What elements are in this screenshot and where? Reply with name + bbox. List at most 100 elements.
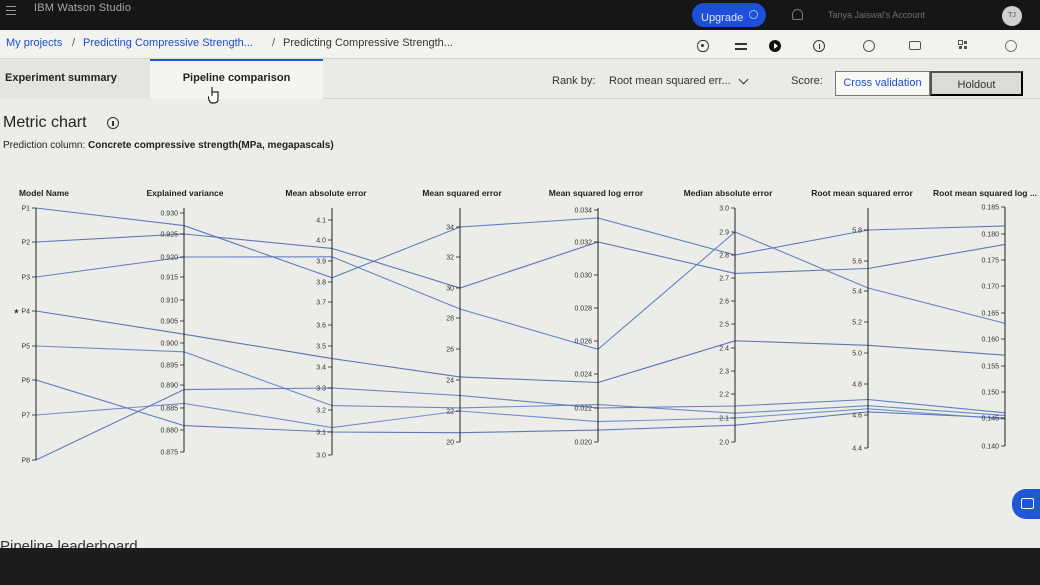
tick-label: 0.920 [160, 255, 178, 262]
tab-experiment-summary[interactable]: Experiment summary [0, 59, 150, 99]
tick-label: 2.9 [719, 230, 729, 237]
tick-label: 2.8 [719, 253, 729, 260]
tick-label: 26 [446, 347, 454, 354]
tick-label: 0.880 [160, 428, 178, 435]
bottom-bezel [0, 548, 1040, 585]
tick-label: 24 [446, 378, 454, 385]
model-line-p6 [35, 379, 1006, 434]
tick-label: 4.6 [852, 413, 862, 420]
model-line-p3 [35, 231, 1006, 350]
axis-title: Root mean squared error [811, 188, 913, 198]
tick-label: 3.5 [316, 344, 326, 351]
tick-label: 5.8 [852, 228, 862, 235]
tick-label: 0.910 [160, 298, 178, 305]
app-title[interactable]: IBM Watson Studio [34, 2, 132, 14]
breadcrumb-project[interactable]: Predicting Compressive Strength... [83, 37, 253, 49]
model-label: ★ P4 [13, 308, 30, 316]
history-icon[interactable] [863, 40, 875, 52]
tick-label: 2.5 [719, 322, 729, 329]
tick-label: 0.160 [981, 337, 999, 344]
score-cross-validation-button[interactable]: Cross validation [835, 71, 930, 96]
model-line-p1 [35, 207, 1006, 279]
breadcrumb-separator: / [72, 37, 76, 49]
tick-label: 3.0 [719, 206, 729, 213]
metric-parallel-chart[interactable]: Model Name P1 P2 P3 ★ P4 P5 P6 P7 P8 Explained va… [0, 180, 1040, 480]
breadcrumb: My projects / Predicting Compressive Str… [0, 30, 1040, 59]
upgrade-button[interactable]: Upgrade [692, 3, 766, 27]
tick-label: 0.915 [160, 275, 178, 282]
tick-label: 0.026 [574, 339, 592, 346]
play-icon[interactable] [769, 40, 781, 52]
chat-icon[interactable] [1012, 489, 1040, 519]
model-label: P5 [21, 344, 30, 351]
tick-label: 0.925 [160, 232, 178, 239]
account-switcher[interactable]: Tanya Jaiswal's Account [828, 10, 925, 20]
model-label: P8 [21, 458, 30, 465]
rank-by-dropdown[interactable]: Root mean squared err... [609, 75, 731, 87]
tick-label: 3.6 [316, 323, 326, 330]
tick-label: 4.4 [852, 446, 862, 453]
tick-label: 0.875 [160, 450, 178, 457]
tick-label: 0.024 [574, 372, 592, 379]
tick-label: 3.3 [316, 386, 326, 393]
breadcrumb-separator: / [272, 37, 276, 49]
tick-label: 3.9 [316, 259, 326, 266]
tick-label: 0.895 [160, 363, 178, 370]
notification-icon[interactable] [792, 9, 803, 20]
prediction-column: Prediction column: Concrete compressive … [3, 140, 334, 151]
tick-label: 5.4 [852, 289, 862, 296]
axis-title: Model Name [19, 188, 69, 198]
model-line-p7 [35, 402, 1006, 429]
upgrade-icon [749, 10, 758, 19]
sliders-icon[interactable] [735, 40, 747, 52]
breadcrumb-my-projects[interactable]: My projects [6, 37, 63, 49]
axis-title: Root mean squared log ... [933, 188, 1037, 198]
tick-label: 2.6 [719, 299, 729, 306]
tick-label: 0.165 [981, 311, 999, 318]
model-label: P3 [21, 275, 30, 282]
tick-label: 0.170 [981, 284, 999, 291]
tick-label: 22 [446, 409, 454, 416]
tick-label: 0.028 [574, 306, 592, 313]
tick-label: 30 [446, 286, 454, 293]
axis-title: Mean absolute error [285, 188, 367, 198]
eye-icon[interactable] [697, 40, 709, 52]
info-icon[interactable] [813, 40, 825, 52]
avatar[interactable]: TJ [1002, 6, 1022, 26]
tick-label: 2.4 [719, 346, 729, 353]
tick-label: 2.1 [719, 416, 729, 423]
tick-label: 4.8 [852, 382, 862, 389]
tick-label: 2.0 [719, 440, 729, 447]
tick-label: 3.8 [316, 280, 326, 287]
tick-label: 0.150 [981, 390, 999, 397]
metric-chart-title: Metric chart [3, 114, 87, 131]
tick-label: 3.4 [316, 365, 326, 372]
tick-label: 0.140 [981, 444, 999, 451]
model-line-p8 [35, 387, 1006, 461]
comment-icon[interactable] [909, 41, 921, 50]
tick-label: 0.032 [574, 240, 592, 247]
axis-title: Median absolute error [684, 188, 773, 198]
score-holdout-button[interactable]: Holdout [930, 71, 1023, 96]
tick-label: 0.145 [981, 416, 999, 423]
tick-label: 2.2 [719, 392, 729, 399]
grid-icon[interactable] [958, 40, 968, 50]
tick-label: 0.155 [981, 364, 999, 371]
tick-label: 0.034 [574, 208, 592, 215]
tick-label: 4.1 [316, 218, 326, 225]
axis-title: Explained variance [146, 188, 223, 198]
tab-pipeline-comparison[interactable]: Pipeline comparison [150, 59, 323, 99]
help-icon[interactable] [1005, 40, 1017, 52]
tick-label: 0.885 [160, 406, 178, 413]
tick-label: 3.7 [316, 300, 326, 307]
score-label: Score: [791, 75, 823, 87]
info-icon[interactable] [107, 117, 119, 129]
hamburger-menu-icon[interactable] [6, 6, 16, 18]
tick-label: 5.6 [852, 259, 862, 266]
tick-label: 0.030 [574, 273, 592, 280]
tick-label: 0.185 [981, 205, 999, 212]
tick-label: 0.900 [160, 341, 178, 348]
breadcrumb-experiment: Predicting Compressive Strength... [283, 37, 453, 49]
tick-label: 0.180 [981, 232, 999, 239]
